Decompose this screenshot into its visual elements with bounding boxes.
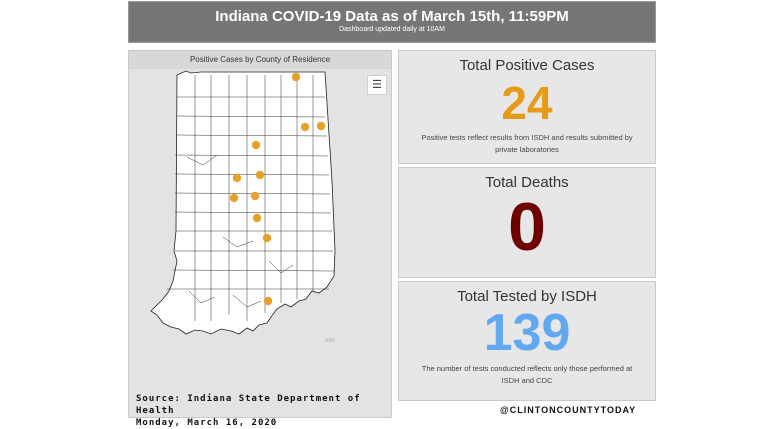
total-tested-card: Total Tested by ISDH 139 The number of t… [398,281,656,401]
case-dot [229,193,239,203]
case-dot [316,121,326,131]
map-title: Positive Cases by County of Residence [129,51,391,69]
county-lines [167,75,336,321]
case-dot [251,140,261,150]
total-deaths-card: Total Deaths 0 [398,167,656,278]
social-handle: @CLINTONCOUNTYTODAY [500,405,637,415]
case-dot [300,122,310,132]
total-tested-note: The number of tests conducted reflects o… [421,364,633,385]
case-dot [263,296,273,306]
list-icon: ☰ [372,79,382,91]
dashboard-subtitle: Dashboard updated daily at 10AM [339,26,445,33]
positive-cases-title: Total Positive Cases [459,57,595,74]
total-deaths-title: Total Deaths [485,174,569,191]
positive-cases-value: 24 [501,77,553,129]
case-dots [229,72,326,306]
total-tested-value: 139 [483,304,571,362]
legend-toggle-button[interactable]: ☰ [367,75,387,95]
map-attribution: esri [325,338,335,344]
positive-cases-card: Total Positive Cases 24 Positive tests r… [398,50,656,164]
case-dot [291,72,301,82]
case-dot [262,233,272,243]
state-outline [150,70,336,335]
source-line-1: Source: Indiana State Department of Heal… [136,394,361,416]
case-dot [250,191,260,201]
dashboard-header: Indiana COVID-19 Data as of March 15th, … [128,1,656,43]
indiana-county-map[interactable] [129,51,393,419]
source-line-2: Monday, March 16, 2020 [136,418,278,428]
source-caption: Source: Indiana State Department of Heal… [136,393,391,429]
indiana-outline [150,70,336,335]
case-dot [252,213,262,223]
case-dot [255,170,265,180]
dashboard-title: Indiana COVID-19 Data as of March 15th, … [215,8,569,25]
county-map-panel[interactable]: Positive Cases by County of Residence ☰ … [128,50,393,428]
positive-cases-note: Positive tests reflect results from ISDH… [421,133,633,154]
total-deaths-value: 0 [508,189,546,265]
total-tested-title: Total Tested by ISDH [457,288,597,305]
case-dot [232,173,242,183]
